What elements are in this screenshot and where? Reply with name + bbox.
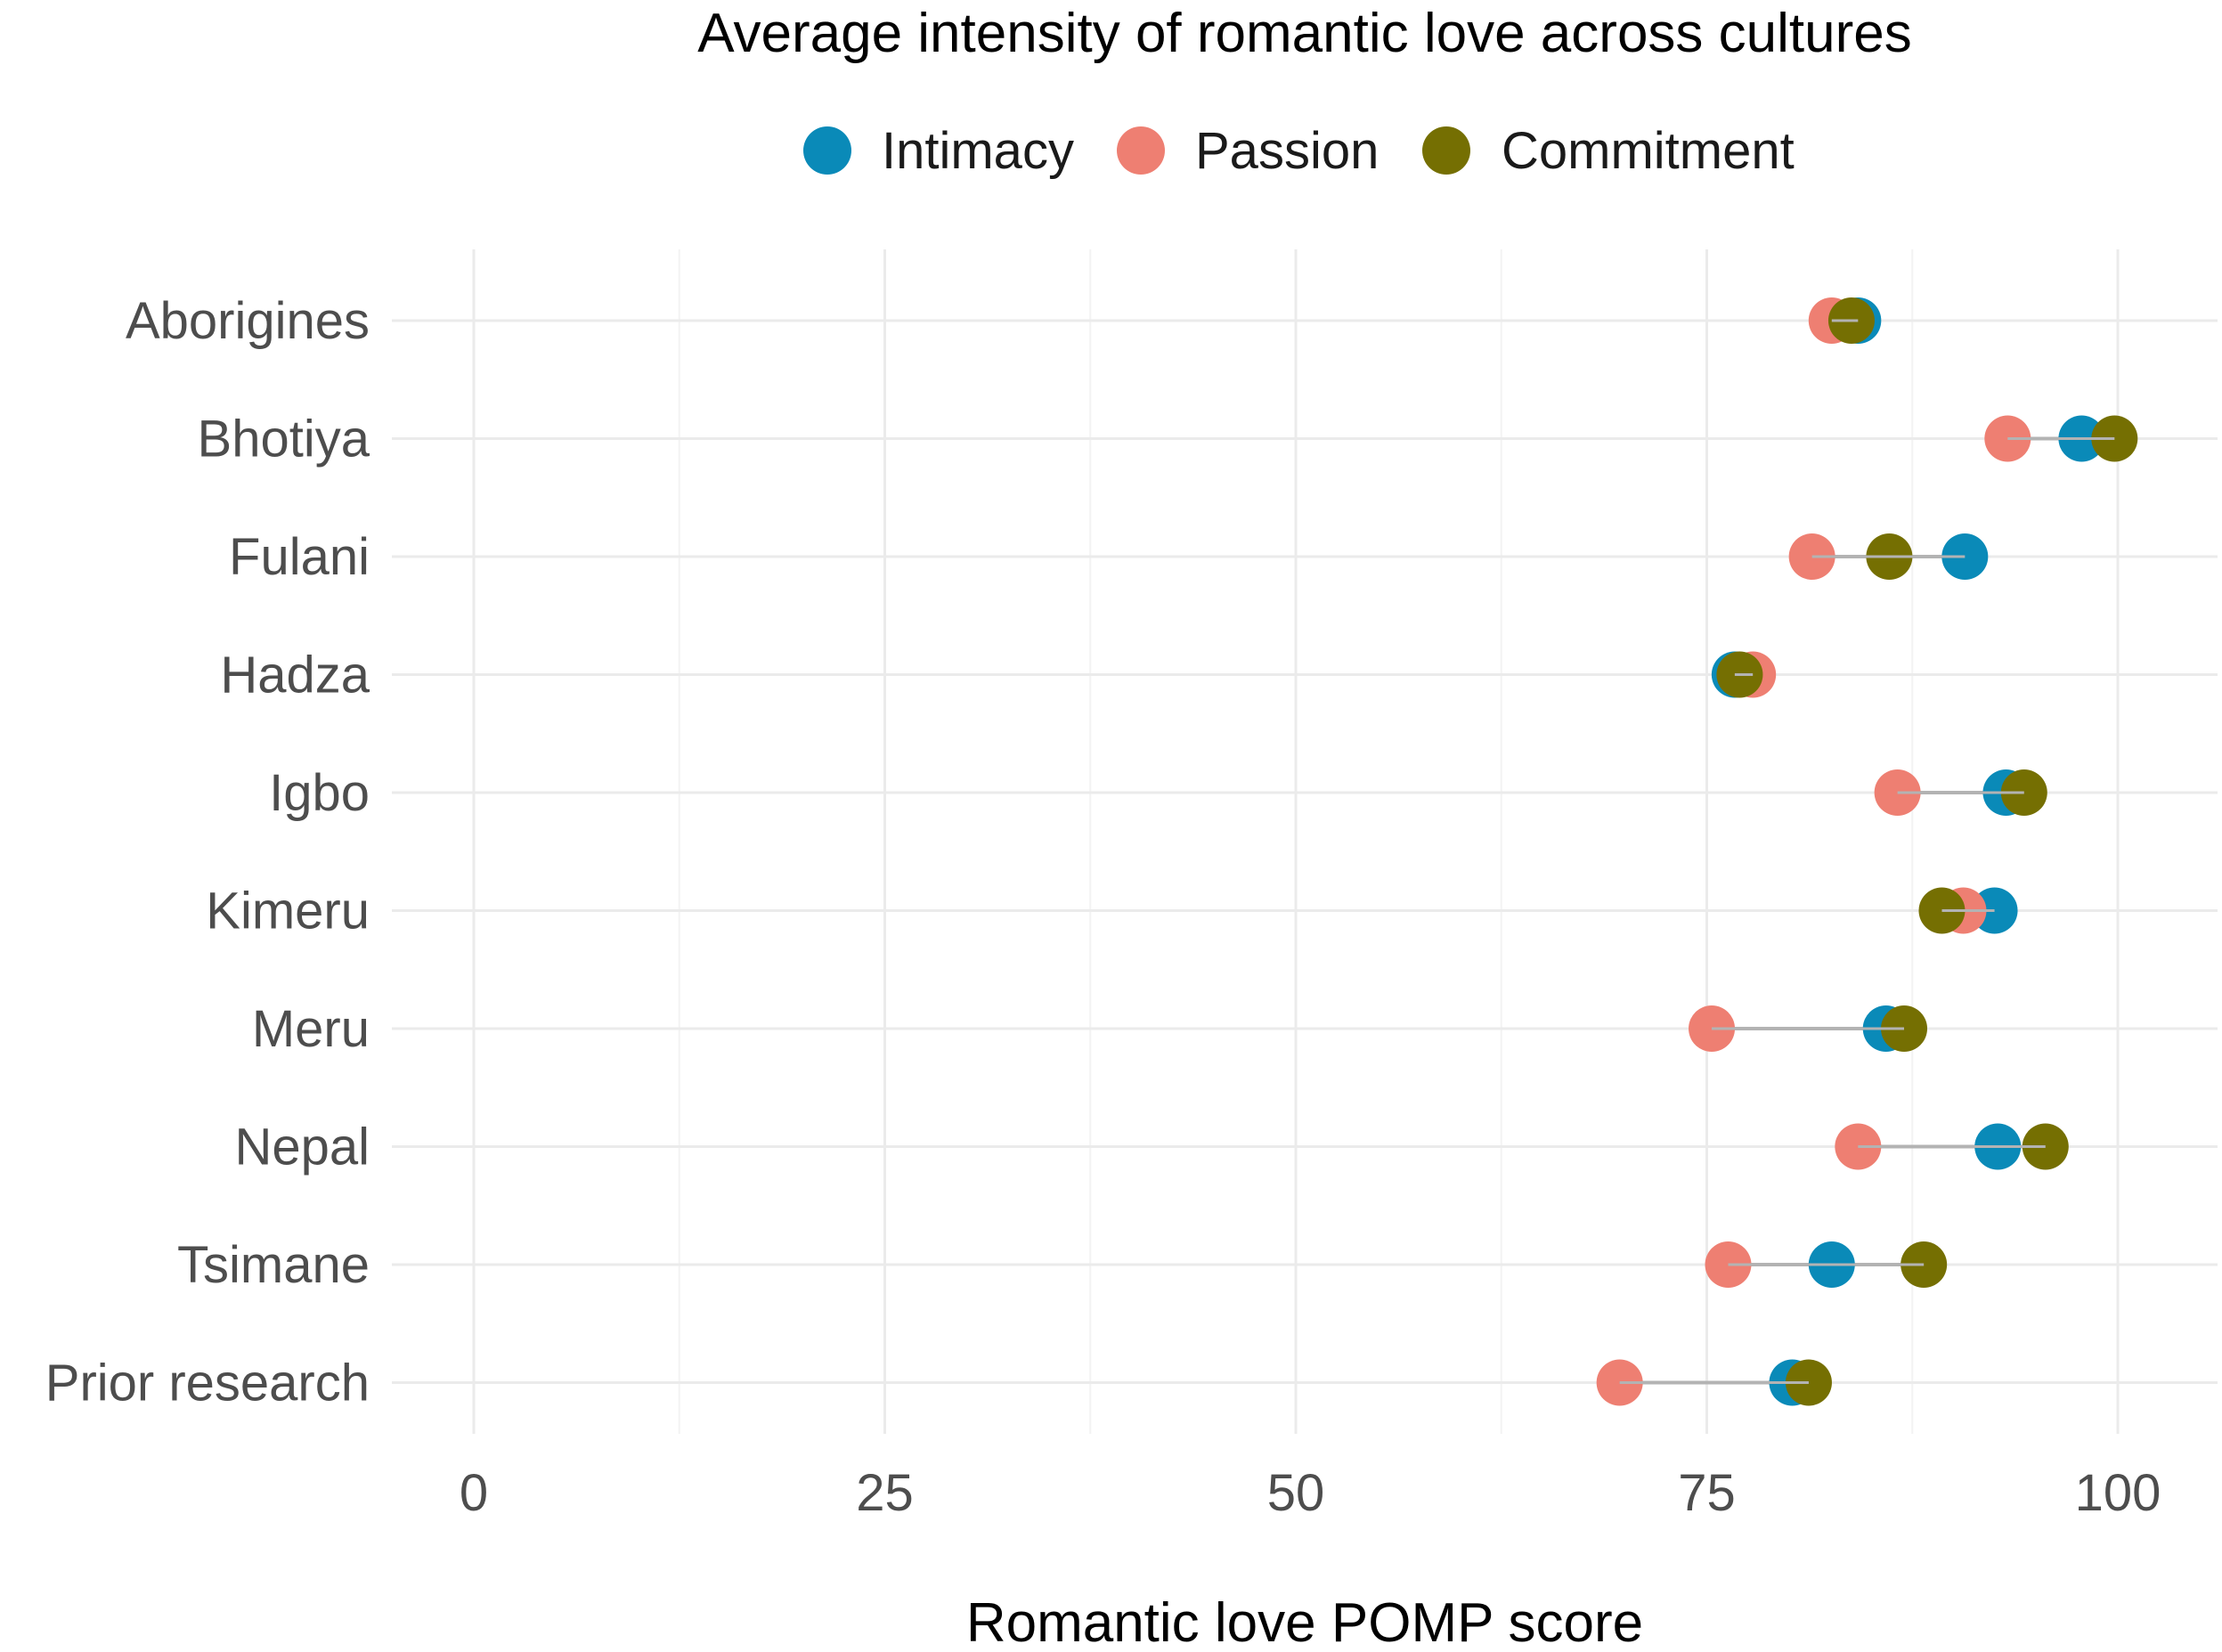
x-tick-label: 0 — [460, 1464, 488, 1522]
legend-label-intimacy: Intimacy — [882, 122, 1074, 180]
y-tick-label: Prior research — [45, 1355, 370, 1412]
y-tick-label: Igbo — [269, 764, 370, 822]
legend-key-intimacy — [803, 126, 851, 175]
x-axis-title: Romantic love POMP score — [966, 1592, 1643, 1652]
y-tick-label: Fulani — [229, 528, 370, 586]
y-tick-label: Bhotiya — [198, 411, 370, 468]
legend-key-passion — [1117, 126, 1165, 175]
x-axis-ticks: 0 25 50 75 100 — [460, 1464, 2161, 1522]
x-tick-label: 50 — [1267, 1464, 1325, 1522]
y-tick-label: Tsimane — [177, 1236, 370, 1294]
range-lines — [1619, 319, 2115, 1385]
y-tick-label: Nepal — [234, 1119, 370, 1176]
legend: Intimacy Passion Commitment — [803, 122, 1795, 180]
y-tick-label: Meru — [252, 1000, 370, 1058]
legend-key-commitment — [1422, 126, 1470, 175]
y-tick-label: Hadza — [220, 647, 370, 704]
y-tick-label: Aborigines — [126, 292, 370, 350]
point-commitment — [1785, 1359, 1832, 1406]
y-tick-label: Kimeru — [206, 883, 370, 940]
x-tick-label: 100 — [2075, 1464, 2161, 1522]
x-tick-label: 25 — [856, 1464, 914, 1522]
legend-label-commitment: Commitment — [1502, 122, 1795, 180]
x-tick-label: 75 — [1678, 1464, 1736, 1522]
chart-title: Average intensity of romantic love acros… — [697, 3, 1912, 64]
y-axis-ticks: Aborigines Bhotiya Fulani Hadza Igbo Kimeru Me… — [45, 292, 370, 1412]
legend-label-passion: Passion — [1195, 122, 1379, 180]
data-points — [1596, 297, 2138, 1406]
